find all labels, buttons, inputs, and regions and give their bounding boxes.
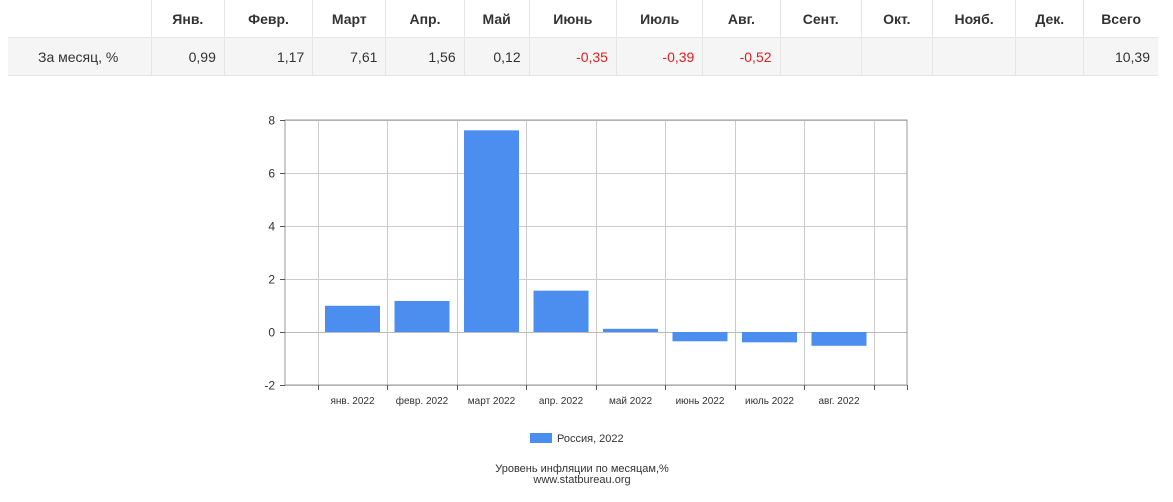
chart-x-tick-labels: янв. 2022 февр. 2022 март 2022 апр. 2022 май…: [330, 395, 860, 407]
header-cell: Всего: [1083, 0, 1158, 38]
y-tick-label: 6: [268, 167, 275, 181]
header-cell: Март: [312, 0, 387, 38]
x-tick-label: июнь 2022: [676, 396, 725, 407]
value-cell: [780, 37, 862, 76]
bar: [464, 130, 519, 332]
inflation-table: Янв. Февр. Март Апр. Май Июнь Июль Авг. …: [8, 0, 1158, 76]
header-cell: Дек.: [1015, 0, 1085, 38]
value-cell: 0,12: [464, 37, 530, 76]
bar: [672, 332, 728, 342]
table-header-row: Янв. Февр. Март Апр. Май Июнь Июль Авг. …: [8, 0, 1158, 38]
chart-caption: Уровень инфляции по месяцам,%: [495, 463, 669, 475]
y-tick-label: 8: [268, 114, 275, 128]
value-cell: -0,39: [616, 37, 704, 76]
header-cell: Июль: [616, 0, 704, 38]
y-tick-label: 0: [268, 326, 275, 340]
bar: [533, 290, 589, 332]
value-cell: -0,35: [529, 37, 617, 76]
chart-bars: [325, 130, 867, 346]
value-cell: [861, 37, 933, 76]
bar: [325, 305, 380, 332]
x-tick-label: авг. 2022: [818, 396, 860, 407]
x-tick-label: май 2022: [609, 396, 652, 407]
legend-swatch: [530, 433, 552, 443]
header-cell: Февр.: [224, 0, 314, 38]
value-cell: 7,61: [312, 37, 387, 76]
chart-legend: Россия, 2022: [530, 433, 624, 445]
total-cell: 10,39: [1083, 37, 1158, 76]
header-cell: Май: [464, 0, 530, 38]
x-tick-label: янв. 2022: [330, 396, 374, 407]
y-tick-label: 4: [268, 220, 275, 234]
x-tick-label: апр. 2022: [539, 396, 584, 407]
inflation-bar-chart: -2 0 2 4 6 8 янв. 2022 февр. 2022 март 2022 апр.…: [264, 114, 908, 486]
chart-source: www.statbureau.org: [532, 474, 630, 486]
table-row: За месяц, % 0,99 1,17 7,61 1,56 0,12 -0,…: [8, 37, 1158, 76]
value-cell: [932, 37, 1017, 76]
header-cell: Июнь: [529, 0, 617, 38]
bar: [742, 332, 797, 343]
value-cell: 1,56: [385, 37, 465, 76]
header-cell: Янв.: [151, 0, 225, 38]
chart-container: -2 0 2 4 6 8 янв. 2022 февр. 2022 март 2022 апр.…: [0, 100, 1173, 497]
header-cell: Сент.: [780, 0, 862, 38]
bar: [394, 300, 450, 332]
value-cell: -0,52: [702, 37, 781, 76]
chart-y-tick-labels: -2 0 2 4 6 8: [264, 114, 275, 393]
header-cell: Авг.: [702, 0, 781, 38]
header-cell: Апр.: [385, 0, 465, 38]
legend-label: Россия, 2022: [557, 433, 624, 445]
header-corner: [8, 0, 152, 38]
bar: [603, 328, 658, 332]
value-cell: 0,99: [151, 37, 225, 76]
y-tick-label: 2: [268, 273, 275, 287]
x-tick-label: июль 2022: [745, 396, 794, 407]
chart-axes: [280, 119, 908, 390]
inflation-table-container: Янв. Февр. Март Апр. Май Июнь Июль Авг. …: [8, 0, 1158, 76]
x-tick-label: февр. 2022: [396, 395, 449, 407]
row-label: За месяц, %: [8, 37, 152, 76]
value-cell: 1,17: [224, 37, 314, 76]
value-cell: [1015, 37, 1085, 76]
x-tick-label: март 2022: [468, 396, 516, 407]
header-cell: Нояб.: [932, 0, 1017, 38]
y-tick-label: -2: [264, 379, 275, 393]
bar: [811, 332, 867, 346]
header-cell: Окт.: [861, 0, 933, 38]
